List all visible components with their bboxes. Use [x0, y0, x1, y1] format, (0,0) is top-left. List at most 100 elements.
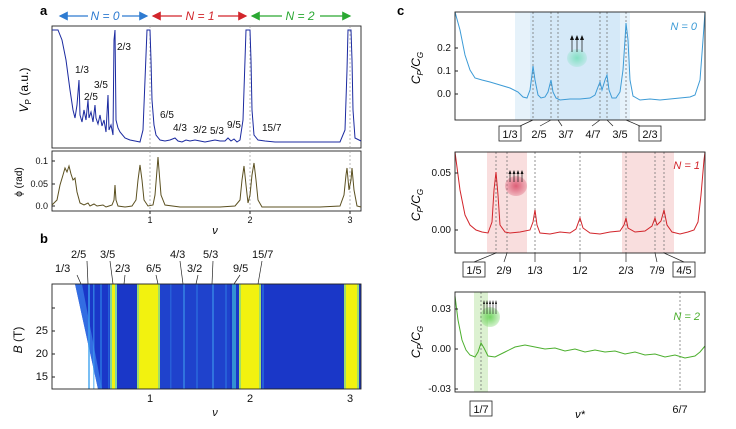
c-n0-label-2-5: 2/5: [531, 129, 546, 141]
heatmap-top-labels: 1/3 2/5 3/5 2/3 6/5 4/3 3/2 5/3 9/5 15/7: [55, 249, 273, 275]
c-n1-title: N = 1: [673, 160, 700, 172]
c-n0-ytick-2: 0.2: [437, 43, 451, 54]
heatmap-leader-lines: [76, 260, 263, 285]
phi-tick-005: 0.05: [30, 179, 48, 189]
b-xlabel: ν: [212, 407, 218, 419]
c-n0-ytick-1: 0.1: [437, 66, 451, 77]
heatmap-faint-lines: [88, 284, 264, 389]
svg-text:B (T): B (T): [11, 327, 25, 354]
c-n0-ylabel: CP/CG: [409, 52, 425, 84]
c-n0-line: [454, 11, 706, 101]
c-n2-ytick-m1: -0.03: [428, 384, 451, 395]
c-n1-labels: 1/5 2/9 1/3 1/2 2/3 7/9 4/5: [462, 261, 696, 278]
c-n2-ylabel: CP/CG: [409, 326, 425, 358]
b-label-9-5: 9/5: [233, 263, 248, 275]
vp-fraction-labels: 1/3 2/5 3/5 2/3 6/5 4/3 3/2 5/3 9/5 15/7: [75, 42, 282, 137]
label-3-2: 3/2: [193, 125, 207, 136]
c-n2-title: N = 2: [673, 311, 700, 323]
b-label-15-7: 15/7: [252, 249, 273, 261]
a-xtick-1: 1: [147, 215, 152, 225]
header-n1: N = 1: [185, 9, 214, 23]
b-label-2-3: 2/3: [115, 263, 130, 275]
panel-label-a: a: [40, 3, 48, 18]
phi-axis: 0.0 0.05 0.1 1 2 3: [30, 156, 352, 225]
c-n1-label-4-5: 4/5: [676, 265, 691, 277]
heatmap: [51, 283, 362, 390]
b-label-3-2: 3/2: [187, 263, 202, 275]
vp-gridlines: [149, 26, 351, 148]
c-n1-label-2-3: 2/3: [618, 265, 633, 277]
b-label-1-3: 1/3: [55, 263, 70, 275]
phi-series-line: [51, 156, 362, 208]
b-ytick-20: 20: [36, 348, 48, 360]
panel-a: a N = 0 N = 1 N = 2 1/3 2/5 3/5 2/3 6/5: [14, 3, 362, 237]
label-1-3: 1/3: [75, 65, 89, 76]
c-n2-plot: 0.03 0.00 -0.03 N = 2 1/7 6/7 ν* CP/CG: [409, 291, 706, 421]
c-n2-labels: 1/7 6/7: [469, 400, 688, 417]
landau-level-header: N = 0 N = 1 N = 2: [58, 8, 352, 23]
c-n1-label-1-3: 1/3: [527, 265, 542, 277]
c-n1-label-1-5: 1/5: [466, 265, 481, 277]
b-label-4-3: 4/3: [170, 249, 185, 261]
phi-plot-frame: [51, 150, 362, 212]
c-n0-ytick-0: 0.0: [437, 89, 451, 100]
b-ytick-15: 15: [36, 371, 48, 383]
heatmap-frame: [51, 283, 362, 390]
label-6-5: 6/5: [160, 110, 174, 121]
c-n1-label-1-2: 1/2: [572, 265, 587, 277]
c-n1-label-7-9: 7/9: [649, 265, 664, 277]
a-xlabel: ν: [212, 225, 218, 237]
b-xtick-3: 3: [347, 393, 353, 405]
a-xtick-3: 3: [347, 215, 352, 225]
c-n1-ytick-1: 0.05: [432, 168, 452, 179]
svg-text:CP/CG: CP/CG: [409, 189, 425, 221]
c-n0-label-2-3: 2/3: [642, 129, 657, 141]
b-xtick-2: 2: [247, 393, 253, 405]
c-n2-line: [454, 295, 706, 359]
svg-text:CP/CG: CP/CG: [409, 52, 425, 84]
b-ytick-25: 25: [36, 325, 48, 337]
label-2-3: 2/3: [117, 42, 131, 53]
label-2-5: 2/5: [84, 92, 98, 103]
heatmap-bright-bands: [110, 284, 359, 389]
svg-text:VP (a.u.): VP (a.u.): [17, 68, 33, 113]
vp-series-line: [52, 29, 362, 143]
phi-tick-01: 0.1: [35, 156, 48, 166]
phi-ylabel: ϕ (rad): [14, 167, 25, 197]
c-n0-label-1-3: 1/3: [502, 129, 517, 141]
b-label-6-5: 6/5: [146, 263, 161, 275]
c-n1-ytick-0: 0.00: [432, 225, 452, 236]
phi-tick-0: 0.0: [35, 201, 48, 211]
c-n1-ylabel: CP/CG: [409, 189, 425, 221]
b-label-2-5: 2/5: [71, 249, 86, 261]
header-n2: N = 2: [285, 9, 314, 23]
label-4-3: 4/3: [173, 123, 187, 134]
c-n0-plot: 0.0 0.1 0.2 N = 0 1/3 2/5 3/7 4/7 3/5 2/…: [409, 11, 706, 142]
c-n2-ytick-1: 0.03: [432, 304, 452, 315]
panel-b: b 1/3 2/5 3/5 2/3 6/5 4/3 3/2 5/3 9/5 15…: [11, 231, 362, 419]
phi-gridlines: [149, 151, 351, 211]
a-xtick-2: 2: [247, 215, 252, 225]
c-n0-label-3-7: 3/7: [558, 129, 573, 141]
heatmap-background: [75, 284, 361, 389]
label-9-5: 9/5: [227, 120, 241, 131]
label-15-7: 15/7: [262, 123, 282, 134]
vp-plot-frame: [51, 25, 362, 149]
panel-c: c 0.0 0.1 0.2 N = 0: [397, 3, 706, 421]
c-n1-line: [454, 151, 706, 235]
c-n2-ytick-0: 0.00: [432, 344, 452, 355]
c-n0-label-3-5: 3/5: [612, 129, 627, 141]
c-n0-label-4-7: 4/7: [585, 129, 600, 141]
header-n0: N = 0: [90, 9, 119, 23]
c-n2-label-6-7: 6/7: [672, 404, 687, 416]
b-label-5-3: 5/3: [203, 249, 218, 261]
c-n0-labels: 1/3 2/5 3/7 4/7 3/5 2/3: [498, 125, 662, 142]
label-5-3: 5/3: [210, 126, 224, 137]
svg-text:CP/CG: CP/CG: [409, 326, 425, 358]
b-ylabel: B (T): [11, 327, 25, 354]
panel-label-c: c: [397, 3, 404, 18]
b-xtick-1: 1: [147, 393, 153, 405]
c-n2-label-1-7: 1/7: [473, 404, 488, 416]
c-n0-title: N = 0: [670, 21, 697, 33]
